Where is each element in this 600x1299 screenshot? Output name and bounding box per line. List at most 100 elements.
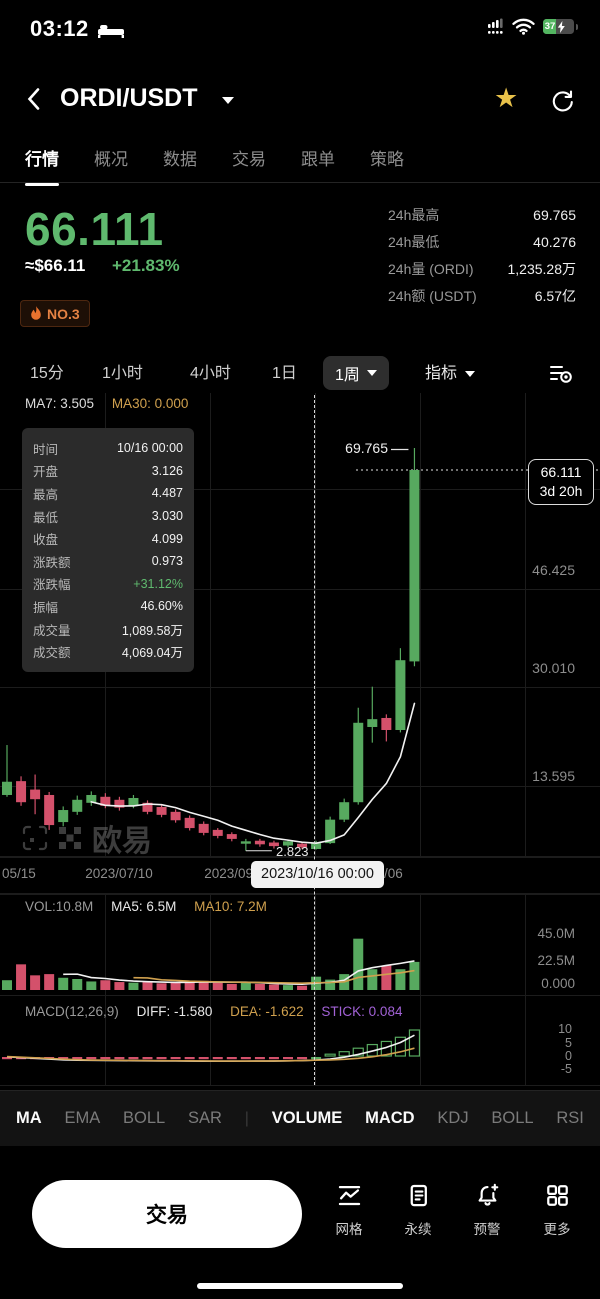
- indicator-tab-ema[interactable]: EMA: [64, 1109, 101, 1127]
- indicator-tab-volume[interactable]: VOLUME: [271, 1109, 343, 1127]
- tooltip-row: 开盘 3.126: [33, 463, 183, 480]
- volume-axis-label: 0.000: [541, 976, 575, 991]
- flame-icon: [31, 306, 41, 320]
- stat-24h-volume: 24h量 (ORDI) 1,235.28万: [388, 260, 576, 277]
- macd-header: MACD(12,26,9) DIFF: -1.580 DEA: -1.622 S…: [25, 1004, 402, 1019]
- indicator-tab-sar[interactable]: SAR: [188, 1109, 222, 1127]
- grid-trading-button[interactable]: 网格: [318, 1182, 380, 1238]
- low-price-label: 2.823: [276, 844, 309, 859]
- macd-axis-label: 0: [565, 1049, 572, 1063]
- last-price-tag-value: 66.111: [540, 464, 582, 480]
- ma-header: MA7: 3.505 MA30: 0.000: [25, 396, 188, 411]
- cellular-icon: [480, 18, 504, 35]
- tooltip-row: 最低 3.030: [33, 509, 183, 525]
- status-icons: 37: [480, 18, 578, 35]
- crosshair-date-tag: 2023/10/16 00:00: [251, 861, 384, 888]
- indicator-tab-boll[interactable]: BOLL: [123, 1109, 166, 1127]
- macd-diff-value: DIFF: -1.580: [136, 1004, 213, 1019]
- tooltip-row: 时间 10/16 00:00: [33, 441, 183, 457]
- last-price-tag[interactable]: 66.111 3d 20h: [528, 459, 594, 505]
- price-change-percent: +21.83%: [112, 256, 180, 275]
- fiat-price: ≈$66.11: [25, 256, 86, 275]
- time-axis: 05/15 2023/07/10 2023/09 /06: [0, 857, 600, 895]
- okx-watermark: 欧易: [22, 816, 152, 860]
- macd-params: MACD(12,26,9): [25, 1004, 119, 1019]
- indicator-tab-ma[interactable]: MA: [16, 1109, 42, 1127]
- stats-panel: 24h最高 69.765 24h最低 40.276 24h量 (ORDI) 1,235…: [388, 201, 576, 309]
- home-indicator[interactable]: [197, 1283, 403, 1289]
- x-axis-label: 2023/07/10: [85, 866, 153, 881]
- interval-15m[interactable]: 15分: [30, 365, 64, 382]
- indicator-tab-bar: MA EMA BOLL SAR | VOLUME MACD KDJ BOLL R…: [0, 1090, 600, 1146]
- status-time: 03:12: [30, 16, 89, 41]
- ma7-value: MA7: 3.505: [25, 396, 95, 411]
- last-price-tag-age: 3d 20h: [539, 483, 583, 499]
- battery-percent: 37: [544, 21, 556, 32]
- tab-strategy[interactable]: 策略: [370, 150, 404, 169]
- macd-chart[interactable]: [0, 995, 600, 1087]
- vol-ma10-value: MA10: 7.2M: [194, 899, 267, 914]
- x-axis-label: /06: [384, 866, 403, 881]
- tab-copy-trading[interactable]: 跟单: [301, 150, 335, 169]
- tooltip-row: 涨跌幅 +31.12%: [33, 576, 183, 593]
- perpetual-button[interactable]: 永续: [387, 1182, 449, 1238]
- contract-doc-icon: [410, 1184, 427, 1207]
- indicator-dropdown[interactable]: 指标: [425, 360, 476, 388]
- hot-rank-badge[interactable]: NO.3: [20, 300, 90, 327]
- battery-fill: [543, 19, 556, 34]
- macd-axis-label: 10: [558, 1022, 572, 1036]
- high-price-label: 69.765: [345, 440, 388, 456]
- more-grid-icon: [546, 1185, 568, 1206]
- wifi-icon: [512, 18, 535, 35]
- crosshair-line: [314, 395, 315, 1085]
- tooltip-row: 收盘 4.099: [33, 531, 183, 548]
- macd-dea-value: DEA: -1.622: [230, 1004, 304, 1019]
- last-price: 66.111: [25, 203, 164, 255]
- more-button[interactable]: 更多: [526, 1182, 588, 1238]
- volume-chart[interactable]: [0, 893, 600, 995]
- okx-logo-icon: [59, 827, 81, 849]
- favorite-star-icon[interactable]: ★: [494, 83, 519, 113]
- interval-selected-dropdown[interactable]: 1周: [323, 356, 389, 390]
- interval-1d[interactable]: 1日: [272, 365, 297, 382]
- ohlc-tooltip: 时间 10/16 00:00 开盘 3.126 最高 4.487 最低 3.030 收盘 4.09…: [22, 428, 194, 672]
- back-button[interactable]: [26, 87, 42, 111]
- stat-24h-turnover: 24h额 (USDT) 6.57亿: [388, 287, 576, 304]
- trade-button[interactable]: 交易: [32, 1180, 302, 1248]
- vol-value: VOL:10.8M: [25, 899, 94, 914]
- tooltip-row: 振幅 46.60%: [33, 599, 183, 615]
- price-axis-label: 30.010: [532, 660, 575, 676]
- scan-frame-icon: [22, 825, 48, 851]
- volume-axis-label: 45.0M: [537, 926, 575, 941]
- battery-icon: 37: [543, 19, 574, 34]
- tab-overview[interactable]: 概况: [94, 150, 128, 169]
- macd-stick-value: STICK: 0.084: [321, 1004, 403, 1019]
- chevron-down-icon: [465, 371, 476, 377]
- chart-settings-icon[interactable]: [548, 361, 574, 387]
- tab-data[interactable]: 数据: [163, 150, 197, 169]
- sleep-mode-icon: [97, 20, 125, 38]
- tooltip-row: 成交额 4,069.04万: [33, 646, 183, 661]
- bell-plus-icon: [478, 1183, 498, 1206]
- interval-4h[interactable]: 4小时: [190, 365, 231, 382]
- macd-axis-label: 5: [565, 1036, 572, 1050]
- tab-trade[interactable]: 交易: [232, 150, 266, 169]
- tooltip-row: 成交量 1,089.58万: [33, 623, 183, 638]
- interval-1h[interactable]: 1小时: [102, 365, 143, 382]
- indicator-tab-boll2[interactable]: BOLL: [491, 1109, 534, 1127]
- nav-tabs: 行情 概况 数据 交易 跟单 策略: [0, 143, 600, 186]
- candlestick-chart[interactable]: [0, 393, 600, 857]
- refresh-icon[interactable]: [549, 87, 575, 113]
- divider: |: [244, 1109, 249, 1127]
- indicator-tab-kdj[interactable]: KDJ: [437, 1109, 469, 1127]
- price-axis-label: 46.425: [532, 562, 575, 578]
- volume-header: VOL:10.8M MA5: 6.5M MA10: 7.2M: [25, 899, 267, 914]
- price-alert-button[interactable]: 预警: [456, 1182, 518, 1238]
- indicator-tab-macd[interactable]: MACD: [365, 1109, 415, 1127]
- pair-title[interactable]: ORDI/USDT: [60, 84, 198, 112]
- x-axis-label: 05/15: [2, 866, 36, 881]
- pair-selector-caret-icon[interactable]: [222, 97, 234, 104]
- volume-axis-label: 22.5M: [537, 953, 575, 968]
- tab-quotes[interactable]: 行情: [25, 143, 59, 186]
- indicator-tab-rsi[interactable]: RSI: [556, 1109, 584, 1127]
